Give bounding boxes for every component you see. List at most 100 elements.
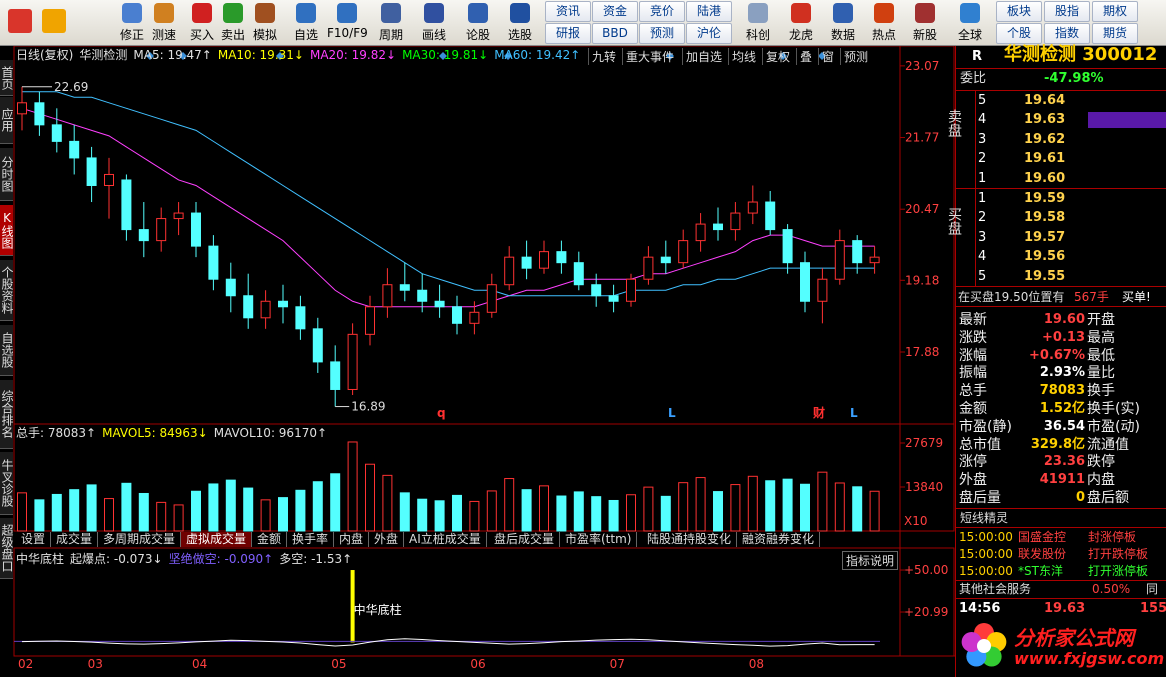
toolbar-icon[interactable]: [8, 9, 32, 33]
event-diamond: [439, 52, 447, 60]
toolbar-button[interactable]: 周期: [371, 2, 411, 44]
chart-button[interactable]: 窗: [818, 48, 837, 65]
volume-bar: [713, 491, 723, 532]
high-annotation: 22.69: [54, 80, 88, 94]
indicator-tab[interactable]: 多周期成交量: [98, 532, 182, 547]
toolbar-button[interactable]: 测速: [144, 2, 184, 44]
chart-button[interactable]: 九转: [588, 48, 619, 65]
indicator-tab[interactable]: 金额: [252, 532, 288, 547]
legend-row: 日线(复权) 华测检测 MA5: 19.47↑ MA10: 19.31↓ MA20: 1…: [16, 48, 586, 62]
book-row: 3 19.57: [978, 228, 1166, 247]
candle-body: [817, 278, 828, 302]
quote-label: 总手: [959, 383, 987, 400]
quote-label: 内盘: [1087, 472, 1115, 489]
legend-item: MA10: 19.31↓: [217, 48, 304, 62]
toolbar-icon[interactable]: [42, 9, 66, 33]
y-tick-label: 19.18: [905, 273, 939, 287]
toolbar-grid-button[interactable]: 期权: [1092, 1, 1138, 22]
chart-button[interactable]: 叠: [796, 48, 815, 65]
indicator-tab[interactable]: 虚拟成交量: [181, 532, 253, 547]
toolbar-button[interactable]: 全球: [950, 2, 990, 44]
candle-body: [556, 251, 567, 264]
indicator-tab[interactable]: 盘后成交量: [489, 532, 561, 547]
indicator-tab[interactable]: 陆股通持股变化: [642, 532, 738, 547]
volume-bar: [208, 483, 219, 532]
toolbar-grid-button[interactable]: 预测: [639, 23, 685, 44]
y-tick-label: 23.07: [905, 59, 939, 73]
quote-label: 振幅: [959, 365, 987, 382]
toolbar-grid-button[interactable]: BBD: [592, 23, 638, 44]
side-tab[interactable]: 首页: [0, 60, 14, 96]
indicator-tab[interactable]: 成交量: [51, 532, 99, 547]
toolbar-grid-button[interactable]: 研报: [545, 23, 591, 44]
weibi-value: -47.98%: [1044, 71, 1104, 86]
x-tick-label: 03: [88, 657, 103, 671]
toolbar-button[interactable]: 龙虎: [781, 2, 821, 44]
toolbar-button[interactable]: F10/F9: [327, 2, 368, 44]
toolbar-grid-button[interactable]: 竞价: [639, 1, 685, 22]
spirit-event: 打开涨停板: [1088, 564, 1149, 578]
indicator-tab[interactable]: 市盈率(ttm): [560, 532, 638, 547]
toolbar-grid-button[interactable]: 资金: [592, 1, 638, 22]
quote-label: 换手: [1087, 383, 1115, 400]
toolbar-grid-button[interactable]: 资讯: [545, 1, 591, 22]
toolbar-button[interactable]: 选股: [500, 2, 540, 44]
indicator-tab[interactable]: 融资融券变化: [737, 532, 821, 547]
side-tab[interactable]: 自选股: [0, 325, 14, 376]
side-tab[interactable]: K线图: [0, 205, 14, 256]
indicator-tab[interactable]: 设置: [16, 532, 52, 547]
volume-bar: [104, 498, 114, 532]
side-tab[interactable]: 应用: [0, 97, 14, 144]
candle-body: [713, 223, 723, 231]
volume-bar: [695, 477, 706, 532]
candle-body: [365, 306, 375, 335]
side-tab[interactable]: 综合排名: [0, 380, 14, 449]
toolbar-button[interactable]: 修正: [112, 2, 152, 44]
side-tab[interactable]: 牛叉诊股: [0, 452, 14, 515]
chart-button[interactable]: 均线: [728, 48, 759, 65]
pane-frame: [13, 46, 955, 425]
side-tab[interactable]: 超级盘口: [0, 518, 14, 579]
toolbar-grid-button[interactable]: 股指: [1044, 1, 1090, 22]
candle-body: [417, 289, 428, 302]
toolbar-button[interactable]: 买入: [182, 2, 222, 44]
quote-value: +0.13: [1042, 329, 1085, 345]
chart-button[interactable]: 预测: [840, 48, 871, 65]
toolbar-grid-button[interactable]: 期货: [1092, 23, 1138, 44]
indicator-tab[interactable]: 内盘: [334, 532, 370, 547]
toolbar-button[interactable]: 科创: [738, 2, 778, 44]
toolbar-button[interactable]: 画线: [414, 2, 454, 44]
volume-bar: [278, 497, 288, 532]
toolbar-grid-button[interactable]: 沪伦: [686, 23, 732, 44]
code-prefix: R: [972, 49, 983, 64]
volume-bar: [573, 491, 584, 532]
toolbar-grid-button[interactable]: 板块: [996, 1, 1042, 22]
toolbar-button[interactable]: 热点: [864, 2, 904, 44]
toolbar-button[interactable]: 自选: [286, 2, 326, 44]
indicator-help-button[interactable]: 指标说明: [842, 551, 899, 570]
toolbar-grid-button[interactable]: 陆港: [686, 1, 732, 22]
quote-row: 涨幅 +0.67% 最低: [956, 347, 1166, 365]
toolbar-button[interactable]: 新股: [905, 2, 945, 44]
toolbar-grid-button[interactable]: 指数: [1044, 23, 1090, 44]
toolbar-button[interactable]: 数据: [823, 2, 863, 44]
indicator-tab[interactable]: AI立桩成交量: [404, 532, 487, 547]
label: 委比: [960, 71, 987, 86]
toolbar-button[interactable]: 模拟: [245, 2, 285, 44]
price: 19.61: [1024, 151, 1066, 167]
chart-button[interactable]: 复权: [762, 48, 793, 65]
indicator-tab[interactable]: 外盘: [369, 532, 405, 547]
chart-button[interactable]: 加自选: [682, 48, 725, 65]
book-divider: [975, 189, 976, 286]
toolbar-button[interactable]: 论股: [458, 2, 498, 44]
candle-body: [434, 300, 445, 308]
side-tab[interactable]: 个股资料: [0, 260, 14, 321]
candle-body: [278, 300, 288, 308]
toolbar-button[interactable]: 卖出: [213, 2, 253, 44]
chart-button[interactable]: 重大事件: [622, 48, 677, 65]
candle-body: [104, 173, 114, 186]
side-tab[interactable]: 分时图: [0, 148, 14, 201]
indicator-tab[interactable]: 换手率: [287, 532, 335, 547]
toolbar-grid-button[interactable]: 个股: [996, 23, 1042, 44]
spirit-row: 15:00:00 联发股份 打开跌停板: [956, 545, 1166, 562]
